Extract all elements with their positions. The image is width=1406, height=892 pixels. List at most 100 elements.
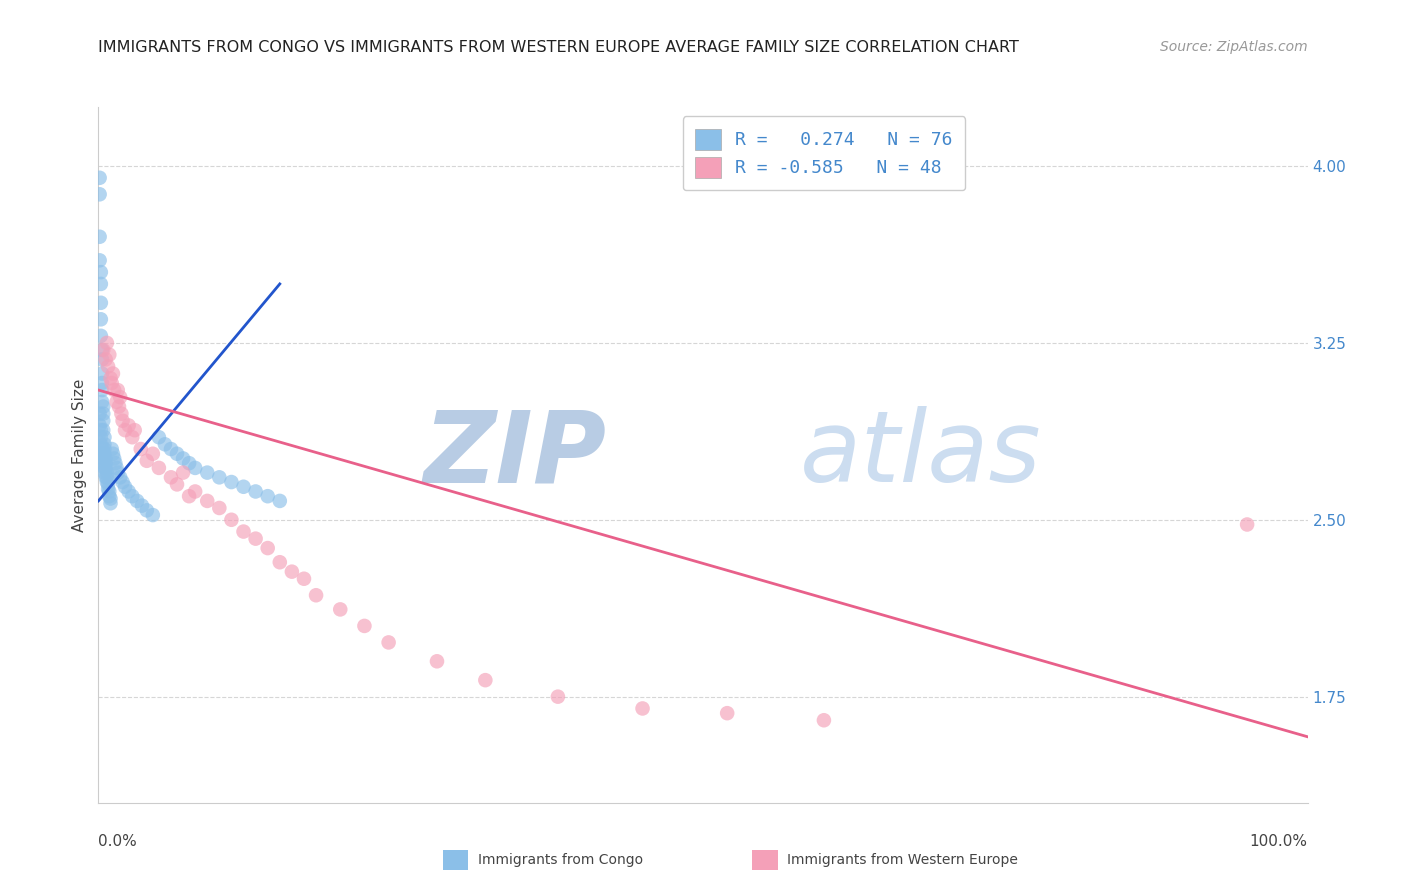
- Point: [377, 635, 399, 649]
- Point: [131, 499, 153, 513]
- Point: [108, 470, 131, 484]
- Point: [172, 451, 194, 466]
- Text: Immigrants from Congo: Immigrants from Congo: [478, 853, 643, 867]
- Point: [98, 348, 121, 362]
- Text: IMMIGRANTS FROM CONGO VS IMMIGRANTS FROM WESTERN EUROPE AVERAGE FAMILY SIZE CORR: IMMIGRANTS FROM CONGO VS IMMIGRANTS FROM…: [98, 40, 1019, 55]
- Point: [195, 466, 218, 480]
- Point: [129, 442, 152, 456]
- Point: [184, 461, 207, 475]
- Point: [94, 352, 117, 367]
- Point: [166, 447, 188, 461]
- Point: [166, 477, 188, 491]
- Point: [172, 466, 194, 480]
- Point: [142, 447, 165, 461]
- Text: atlas: atlas: [800, 407, 1042, 503]
- Point: [89, 187, 111, 202]
- Point: [103, 383, 125, 397]
- Point: [93, 437, 115, 451]
- Point: [100, 442, 122, 456]
- Point: [110, 407, 132, 421]
- Point: [142, 508, 165, 522]
- Point: [89, 418, 111, 433]
- Point: [184, 484, 207, 499]
- Point: [127, 494, 149, 508]
- Point: [118, 484, 141, 499]
- Point: [232, 524, 254, 539]
- Y-axis label: Average Family Size: Average Family Size: [72, 378, 87, 532]
- Point: [91, 343, 114, 357]
- Point: [89, 170, 111, 185]
- Point: [100, 496, 122, 510]
- Point: [256, 489, 278, 503]
- Point: [160, 470, 183, 484]
- Point: [91, 442, 114, 456]
- Point: [221, 513, 243, 527]
- Point: [353, 619, 375, 633]
- Point: [94, 470, 117, 484]
- Point: [114, 480, 136, 494]
- Point: [111, 414, 134, 428]
- Legend: R =   0.274   N = 76, R = -0.585   N = 48: R = 0.274 N = 76, R = -0.585 N = 48: [683, 116, 965, 190]
- Point: [96, 466, 118, 480]
- Point: [93, 442, 115, 456]
- Point: [100, 376, 122, 390]
- Point: [103, 451, 125, 466]
- Point: [100, 371, 122, 385]
- Point: [90, 437, 112, 451]
- Text: 100.0%: 100.0%: [1250, 834, 1308, 849]
- Point: [160, 442, 183, 456]
- Point: [91, 376, 114, 390]
- Text: Immigrants from Western Europe: Immigrants from Western Europe: [787, 853, 1018, 867]
- Point: [91, 407, 114, 421]
- Point: [179, 489, 201, 503]
- Point: [97, 482, 120, 496]
- Point: [107, 466, 129, 480]
- Point: [195, 494, 218, 508]
- Point: [90, 265, 112, 279]
- Point: [108, 390, 131, 404]
- Point: [101, 447, 124, 461]
- Point: [90, 277, 112, 291]
- Point: [90, 312, 112, 326]
- Text: 0.0%: 0.0%: [98, 834, 138, 849]
- Point: [148, 461, 170, 475]
- Point: [91, 367, 114, 381]
- Point: [91, 423, 114, 437]
- Point: [105, 461, 128, 475]
- Point: [97, 477, 120, 491]
- Point: [329, 602, 352, 616]
- Point: [179, 456, 201, 470]
- Point: [121, 430, 143, 444]
- Point: [813, 713, 835, 727]
- Point: [1236, 517, 1258, 532]
- Point: [91, 400, 114, 414]
- Point: [91, 395, 114, 409]
- Point: [121, 489, 143, 503]
- Point: [90, 328, 112, 343]
- Point: [91, 447, 114, 461]
- Point: [208, 470, 231, 484]
- Text: ZIP: ZIP: [423, 407, 606, 503]
- Point: [281, 565, 304, 579]
- Point: [114, 423, 136, 437]
- Point: [89, 253, 111, 268]
- Point: [716, 706, 738, 721]
- Point: [89, 229, 111, 244]
- Point: [547, 690, 569, 704]
- Point: [90, 430, 112, 444]
- Point: [90, 423, 112, 437]
- Point: [111, 475, 134, 489]
- Point: [124, 423, 146, 437]
- Point: [97, 359, 120, 374]
- Point: [245, 532, 267, 546]
- Point: [96, 475, 118, 489]
- Point: [94, 451, 117, 466]
- Point: [98, 489, 121, 503]
- Point: [94, 456, 117, 470]
- Point: [100, 491, 122, 506]
- Point: [98, 484, 121, 499]
- Point: [269, 555, 291, 569]
- Point: [118, 418, 141, 433]
- Point: [292, 572, 315, 586]
- Point: [135, 503, 157, 517]
